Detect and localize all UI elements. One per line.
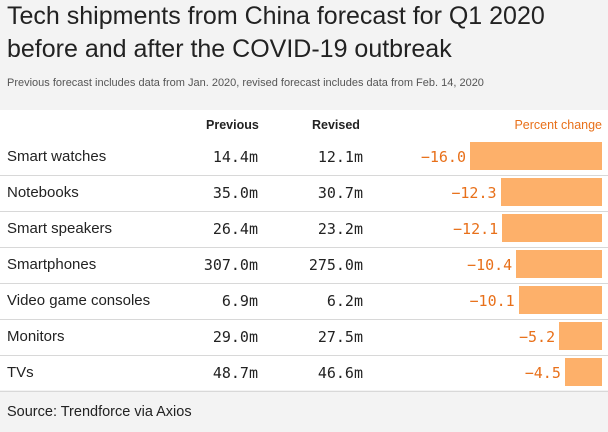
column-header-percent-change: Percent change	[514, 118, 602, 132]
previous-value: 48.7m	[212, 364, 258, 382]
chart-subtitle: Previous forecast includes data from Jan…	[7, 77, 484, 89]
row-label: Smart speakers	[7, 220, 113, 237]
percent-change-bar	[516, 250, 602, 278]
revised-value: 46.6m	[317, 364, 363, 382]
source-note: Source: Trendforce via Axios	[7, 404, 192, 420]
percent-change-bar	[470, 142, 602, 170]
percent-change-label: −5.2	[518, 328, 556, 346]
revised-value: 23.2m	[317, 220, 363, 238]
previous-value: 35.0m	[212, 184, 258, 202]
column-header-previous: Previous	[206, 118, 259, 132]
revised-value: 6.2m	[326, 292, 363, 310]
table-row: Smart speakers 26.4m 23.2m −12.1	[0, 211, 608, 248]
table-row: Smart watches 14.4m 12.1m −16.0	[0, 139, 608, 176]
table-row: Notebooks 35.0m 30.7m −12.3	[0, 175, 608, 212]
percent-change-label: −10.4	[467, 256, 513, 274]
percent-change-label: −4.5	[524, 364, 561, 382]
percent-change-label: −12.1	[453, 220, 499, 238]
column-header-revised: Revised	[312, 118, 360, 132]
percent-change-label: −12.3	[451, 184, 497, 202]
table-row: Video game consoles 6.9m 6.2m −10.1	[0, 283, 608, 320]
percent-change-label: −16.0	[420, 148, 466, 166]
row-label: Smart watches	[7, 148, 107, 165]
revised-value: 12.1m	[317, 148, 363, 166]
percent-change-bar	[518, 286, 602, 314]
percent-change-bar	[502, 214, 602, 242]
row-label: Video game consoles	[7, 292, 151, 309]
table-row: Smartphones 307.0m 275.0m −10.4	[0, 247, 608, 284]
previous-value: 26.4m	[212, 220, 258, 238]
row-label: Notebooks	[7, 184, 79, 201]
revised-value: 30.7m	[317, 184, 363, 202]
previous-value: 6.9m	[221, 292, 258, 310]
previous-value: 307.0m	[203, 256, 258, 274]
percent-change-bar	[564, 358, 602, 386]
percent-change-bar	[500, 178, 602, 206]
percent-change-label: −10.1	[469, 292, 515, 310]
revised-value: 275.0m	[308, 256, 363, 274]
table-row: TVs 48.7m 46.6m −4.5	[0, 355, 608, 392]
row-label: Smartphones	[7, 256, 97, 273]
revised-value: 27.5m	[317, 328, 363, 346]
row-label: Monitors	[7, 328, 65, 345]
percent-change-bar	[559, 322, 602, 350]
chart-title: Tech shipments from China forecast for Q…	[7, 2, 545, 63]
previous-value: 29.0m	[212, 328, 258, 346]
previous-value: 14.4m	[212, 148, 258, 166]
row-label: TVs	[7, 364, 34, 381]
table-row: Monitors 29.0m 27.5m −5.2	[0, 319, 608, 356]
